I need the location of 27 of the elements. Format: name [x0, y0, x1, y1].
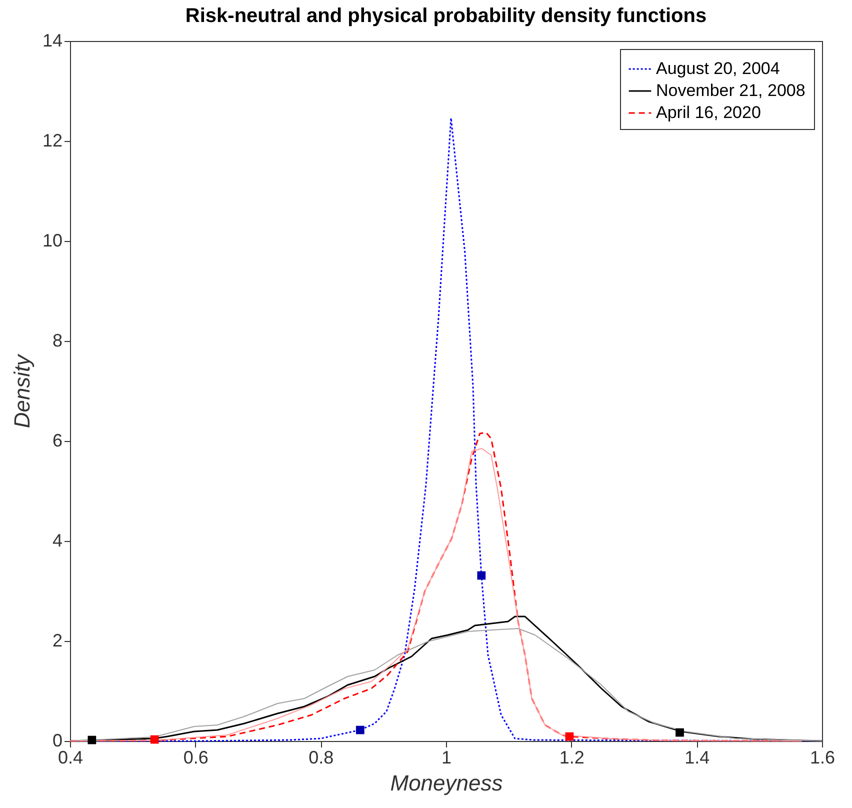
- point: [477, 571, 486, 580]
- x-tick-label: 1.6: [810, 748, 836, 768]
- legend-label: April 16, 2020: [656, 103, 761, 122]
- y-tick-label: 6: [52, 430, 62, 450]
- x-tick-label: 0.6: [183, 748, 208, 768]
- y-tick-label: 12: [42, 130, 62, 150]
- point: [88, 736, 96, 744]
- y-axis-title: Density: [9, 352, 34, 428]
- y-tick-label: 10: [42, 230, 62, 250]
- x-axis-title: Moneyness: [390, 770, 503, 796]
- x-tick-label: 1.2: [559, 748, 584, 768]
- x-tick-label: 0.4: [58, 748, 84, 768]
- x-tick-label: 1: [441, 748, 452, 768]
- x-tick-label: 0.8: [308, 748, 334, 768]
- x-tick-label: 1.4: [684, 748, 710, 768]
- y-tick-label: 0: [52, 730, 62, 750]
- y-tick-label: 14: [42, 30, 62, 50]
- chart-title: Risk-neutral and physical probability density functions: [185, 5, 707, 27]
- point: [565, 732, 574, 741]
- y-tick-label: 2: [52, 630, 62, 650]
- point: [150, 735, 159, 744]
- point: [356, 726, 364, 734]
- legend-label: November 21, 2008: [656, 81, 806, 100]
- y-tick-label: 8: [52, 330, 62, 350]
- y-tick-label: 4: [52, 530, 62, 550]
- point: [676, 728, 684, 737]
- legend-label: August 20, 2004: [656, 59, 780, 78]
